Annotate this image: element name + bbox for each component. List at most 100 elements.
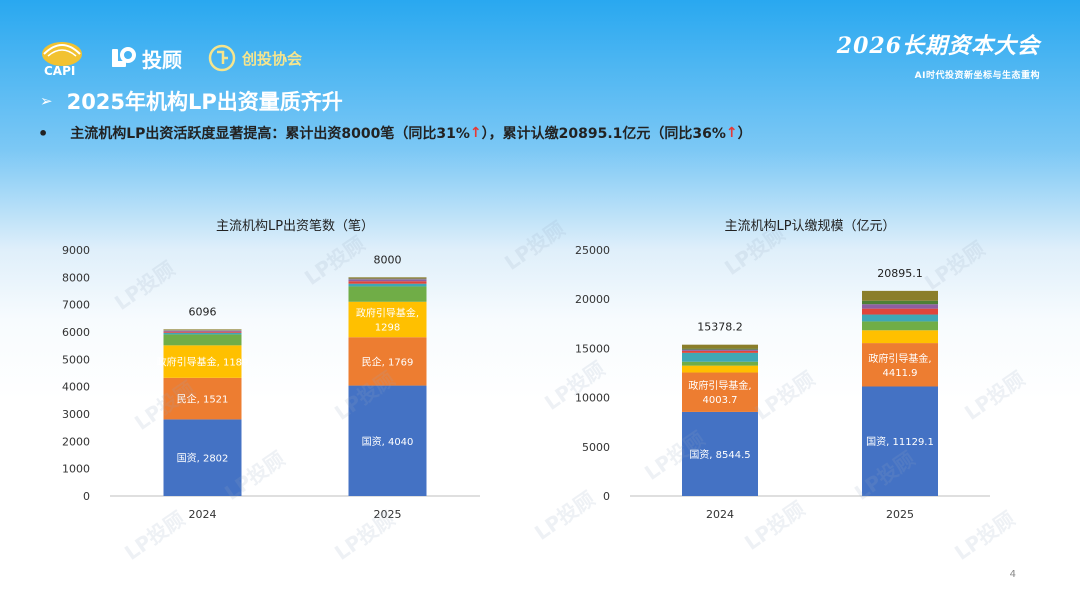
data-label: 4003.7 [703,395,738,406]
bar-segment [682,350,758,353]
bar-segment [682,361,758,366]
bar-segment [862,304,938,309]
bar-segment [163,329,242,331]
summary-bullet: • 主流机构LP出资活跃度显著提高：累计出资8000笔（同比31% ↑ ），累计… [38,123,752,143]
data-label: 民企, 1521 [177,393,229,406]
bar-segment [682,349,758,351]
bar-segment [348,278,427,280]
conference-title: 2026长期资本大会 [836,33,1040,59]
x-tick-label: 2024 [189,508,217,521]
chart-title: 主流机构LP认缴规模（亿元） [724,219,895,234]
total-label: 20895.1 [877,267,923,280]
bar-segment [163,334,242,346]
y-tick-label: 8000 [62,271,90,284]
commitment-scale-chart: 主流机构LP认缴规模（亿元） 0 5000 10000 15000 20000 25000 国… [575,219,990,521]
bar-segment [682,348,758,350]
y-tick-label: 3000 [62,408,90,421]
data-label: 政府引导基金, [688,379,751,392]
vc-association-logo: 创投协会 [208,44,302,72]
bullet-text-mid: ），累计认缴20895.1亿元（同比36% [481,126,726,142]
y-tick-label: 15000 [575,342,610,355]
bar-segment [862,330,938,344]
data-label: 政府引导基金, [868,352,931,365]
bar-segment [862,300,938,305]
wheat-icon: CAPI [40,40,84,78]
x-tick-label: 2025 [374,508,402,521]
slide-headline: ➢ 2025年机构LP出资量质齐升 [40,86,343,116]
y-tick-label: 6000 [62,326,90,339]
bar-segment [862,343,938,387]
association-icon [208,44,236,72]
bar-segment [163,330,242,332]
bar-segment [682,411,758,496]
bar-segment [163,330,242,331]
lp-logo-text: 投顾 [142,47,182,72]
x-tick-label: 2025 [886,508,914,521]
bar-segment [348,301,427,338]
bar-segment [682,344,758,349]
bar-segment [163,331,242,333]
bar-segment [862,290,938,301]
bar-segment [682,372,758,412]
y-tick-label: 7000 [62,299,90,312]
up-arrow-icon: ↑ [469,125,482,141]
data-label: 国资, 2802 [177,453,229,465]
bar-segment [163,345,242,378]
bar-segment [348,277,427,279]
conference-subtitle: AI时代投资新坐标与生态重构 [914,71,1040,81]
bullet-dot-icon: • [38,123,49,143]
bar-segment [163,419,242,496]
deal-count-chart: 主流机构LP出资笔数（笔） 0 1000 2000 3000 4000 5000 6000 70… [62,218,480,521]
bar-segment [348,279,427,282]
bar-segment [163,332,242,335]
bar-segment [682,352,758,362]
data-label: 国资, 4040 [362,436,414,448]
data-label: 1298 [375,322,400,333]
bar-segment [348,286,427,302]
bullet-text-prefix: 主流机构LP出资活跃度显著提高：累计出资8000笔（同比31% [70,126,470,142]
chart-title: 主流机构LP出资笔数（笔） [216,218,374,234]
data-label: 国资, 11129.1 [866,436,934,448]
bar-segment [348,281,427,284]
y-tick-label: 1000 [62,463,90,476]
y-tick-label: 4000 [62,381,90,394]
bar-segment [862,386,938,496]
association-logo-text: 创投协会 [242,49,303,68]
data-label: 政府引导基金, [356,306,419,319]
data-label: 国资, 8544.5 [689,449,750,461]
y-tick-label: 10000 [575,392,610,405]
total-label: 15378.2 [697,321,743,334]
page-number: 4 [1009,569,1016,580]
total-label: 8000 [374,253,402,266]
capi-logo: CAPI [40,40,84,78]
bar-segment [682,365,758,373]
total-label: 6096 [189,305,217,318]
y-tick-label: 5000 [582,441,610,454]
y-tick-label: 5000 [62,353,90,366]
bar-segment [862,314,938,322]
bar-segment [862,308,938,315]
y-tick-label: 0 [603,490,610,503]
lp-tougu-logo: 投顾 [110,44,182,73]
arrowhead-bullet-icon: ➢ [40,92,53,110]
watermark-text: LP投顾 [500,216,570,275]
bar-segment [348,283,427,287]
data-label: 4411.9 [883,368,918,379]
bar-segment [163,377,242,420]
data-label: 民企, 1769 [362,355,414,368]
data-label: 政府引导基金, 1189 [157,356,249,369]
y-tick-label: 25000 [575,244,610,257]
up-arrow-icon: ↑ [725,125,738,141]
capi-logo-text: CAPI [44,64,76,78]
y-tick-label: 2000 [62,435,90,448]
conference-badge: 2026长期资本大会 AI时代投资新坐标与生态重构 [837,28,1040,81]
logo-group: CAPI 投顾 创投协会 [40,38,302,78]
y-tick-label: 0 [83,490,90,503]
bullet-text-suffix: ） [737,126,752,142]
headline-text: 2025年机构LP出资量质齐升 [66,90,343,114]
y-tick-label: 20000 [575,293,610,306]
y-tick-label: 9000 [62,244,90,257]
x-tick-label: 2024 [706,508,734,521]
bar-segment [348,385,427,496]
bar-segment [862,321,938,331]
